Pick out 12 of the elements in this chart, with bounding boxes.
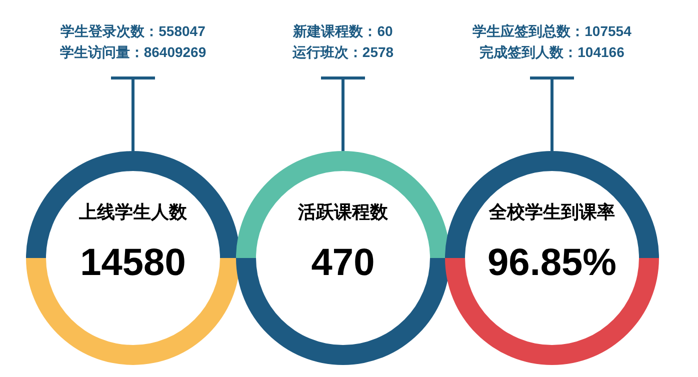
text: 新建课程数：60 <box>292 23 393 39</box>
text: 470 <box>311 242 375 284</box>
text: 学生登录次数：558047 <box>60 23 206 39</box>
text: 活跃课程数 <box>297 202 389 222</box>
text: 完成签到人数：104166 <box>480 44 625 60</box>
text: 运行班次：2578 <box>291 44 394 60</box>
text: 上线学生人数 <box>78 202 188 222</box>
text: 14580 <box>80 242 186 284</box>
text: 96.85% <box>488 242 616 284</box>
text: 全校学生到课率 <box>488 202 615 222</box>
text: 学生访问量：86409269 <box>60 44 206 60</box>
text: 学生应签到总数：107554 <box>472 23 632 39</box>
